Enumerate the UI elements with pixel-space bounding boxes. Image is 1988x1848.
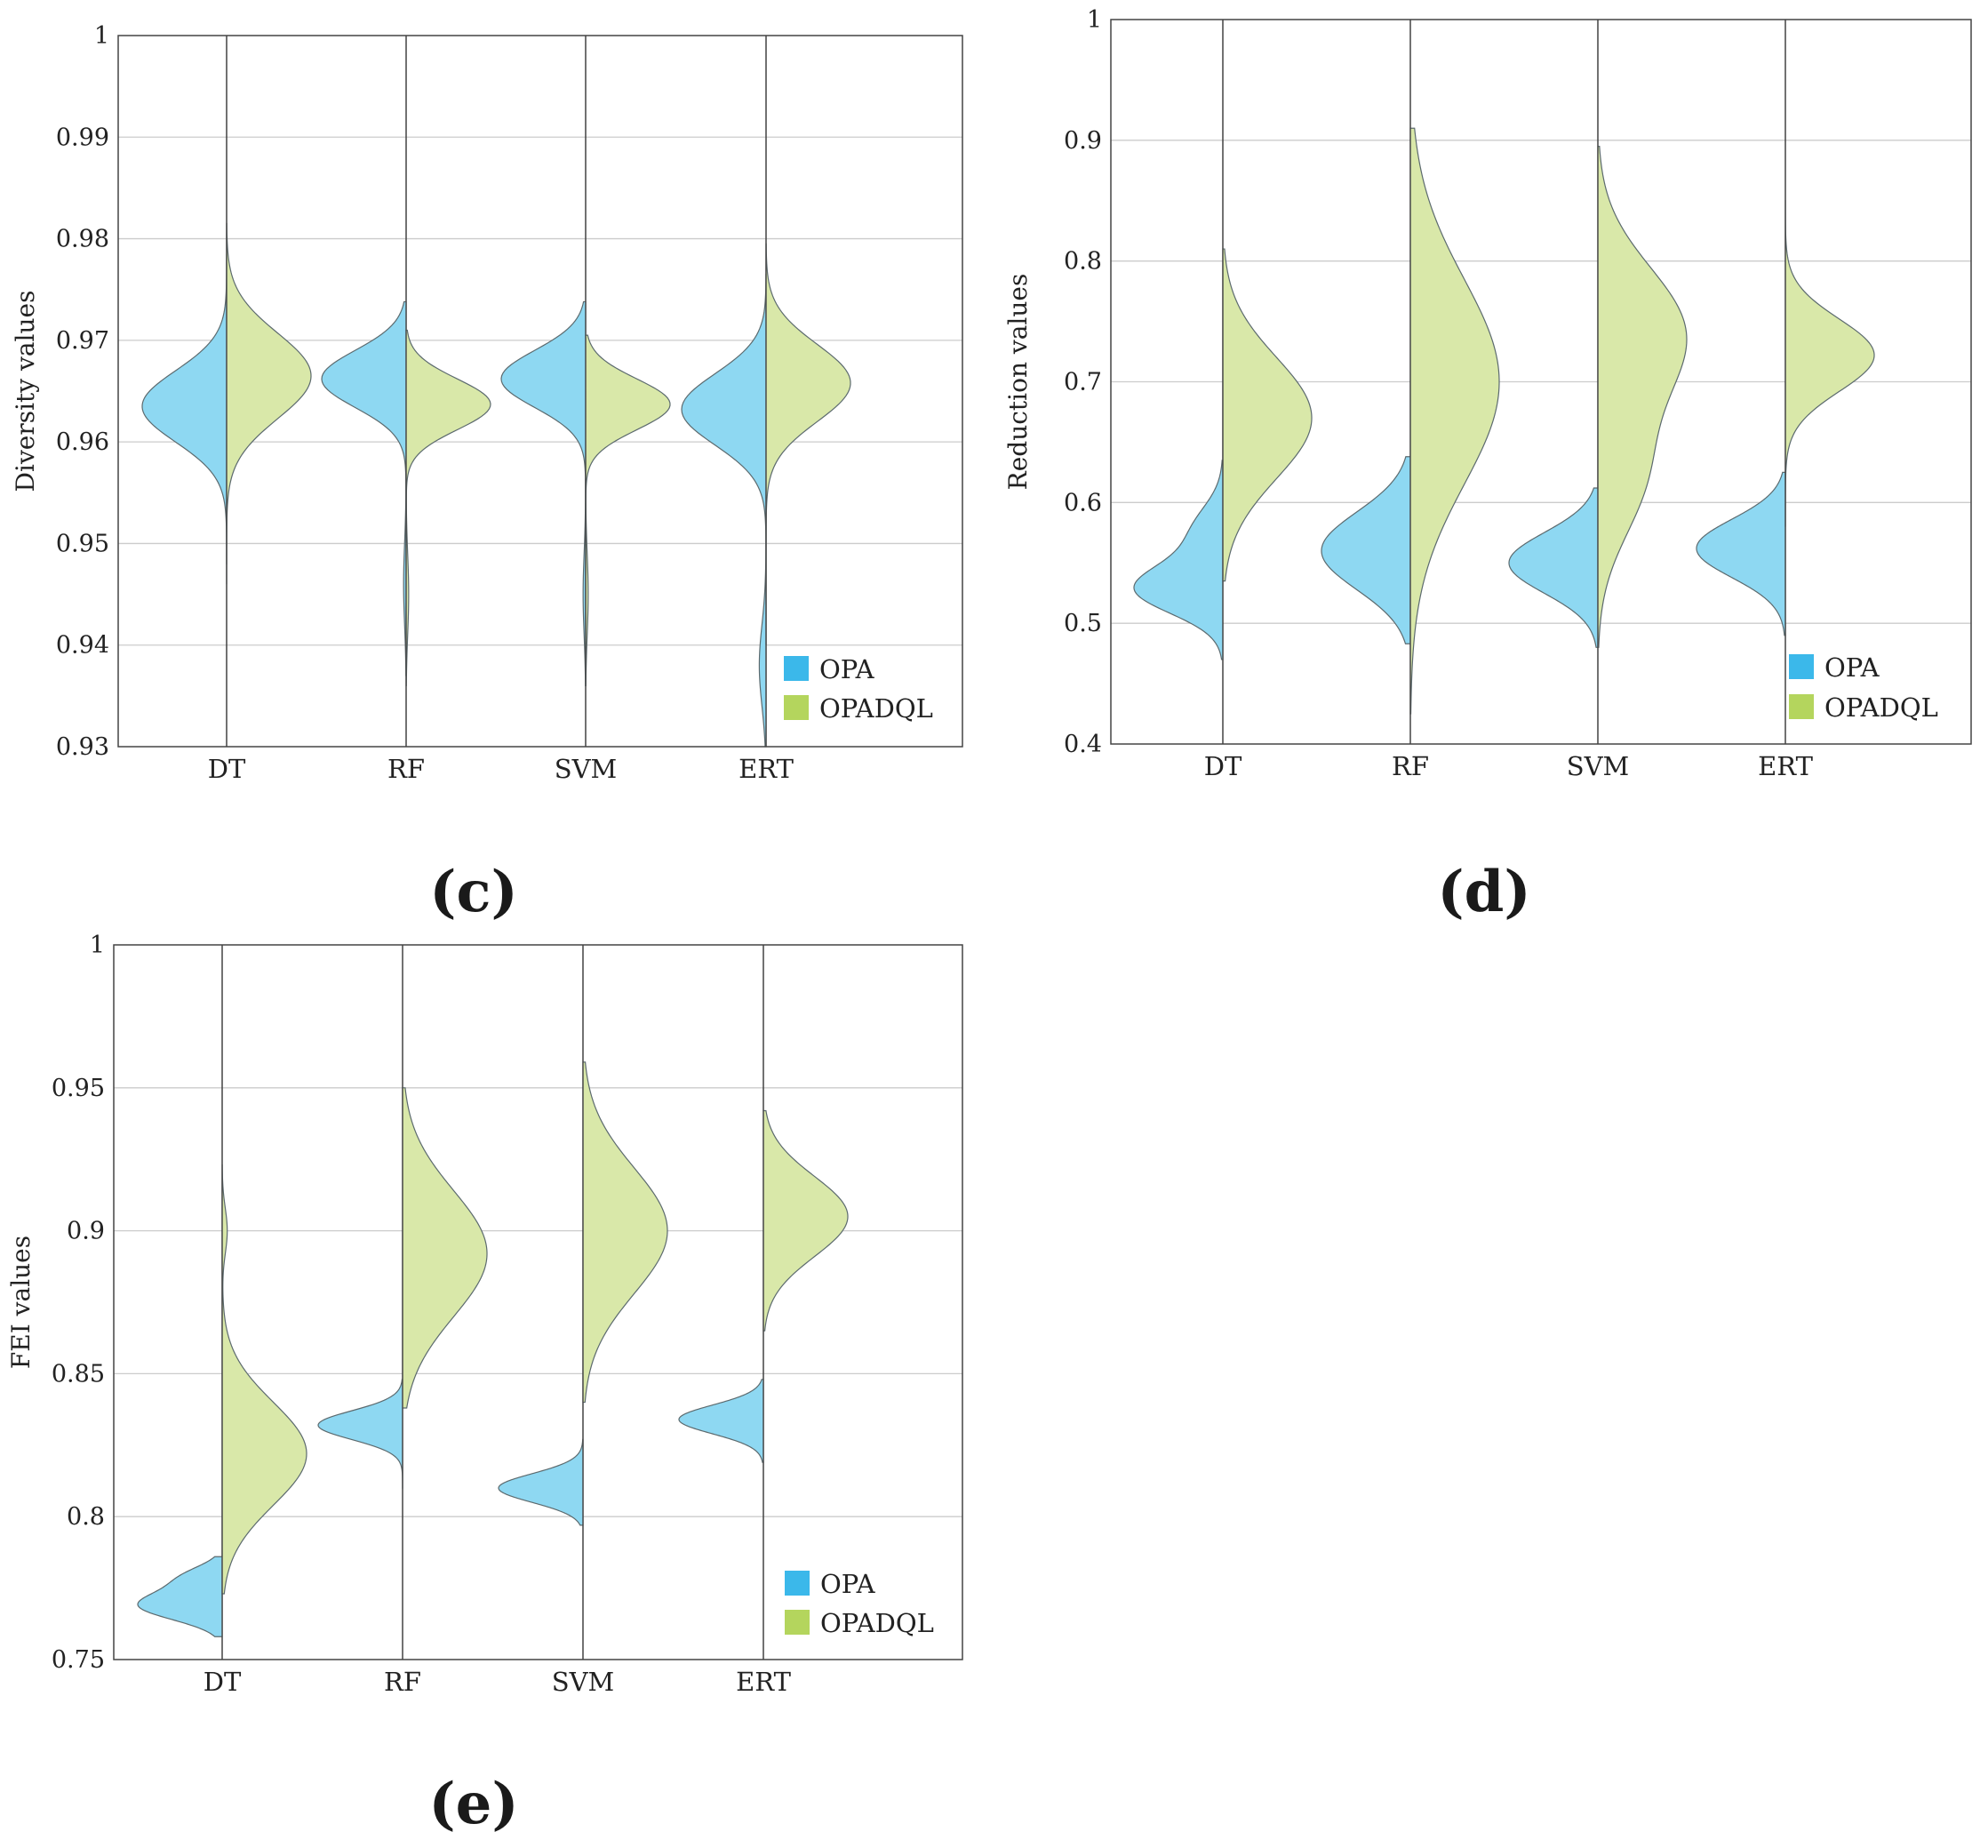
violin-opadql-ert [1784,200,1875,527]
chart-fei: 0.75 0.8 0.85 0.9 0.95 1 DT RF SVM ERT FEI values O… [6,932,963,1697]
violin-opa-ert [1696,471,1786,636]
y-tick-label: 0.9 [67,1218,105,1245]
x-tick-label-rf: RF [1392,751,1429,781]
violin-opa-rf [321,300,407,676]
plot-frame [113,944,963,1660]
y-tick-label: 0.99 [56,124,109,151]
violin-opadql-ert [762,1109,849,1332]
legend-swatch-opadql [1789,694,1814,719]
y-axis-label: Reduction values [1003,274,1033,491]
violin-opadql-dt [1222,248,1313,582]
y-tick-label: 0.6 [1064,489,1102,516]
plot-frame [117,35,963,748]
violin-opa-svm [500,300,587,687]
violin-opa-dt [1133,460,1224,660]
x-tick-label-ert: ERT [739,754,794,784]
y-tick-label: 0.96 [56,428,109,456]
violin-opadql-dt [226,222,312,564]
x-tick-label-svm: SVM [1567,751,1630,781]
panel-label-c: (c) [429,859,518,925]
legend-label-opa: OPA [820,1569,876,1599]
violin-opadql-rf [1409,127,1500,715]
y-tick-label: 0.7 [1064,369,1102,396]
x-tick-label-dt: DT [204,1667,242,1697]
violin-opadql-rf [405,329,491,687]
chart-reduction: 0.4 0.5 0.6 0.7 0.8 0.9 1 DT RF SVM ERT Reduction v… [1003,6,1972,781]
legend-label-opadql: OPADQL [820,1608,934,1638]
y-tick-label: 0.5 [1064,610,1102,637]
y-tick-label: 0.95 [56,530,109,557]
violin-opadql-rf [402,1087,488,1409]
y-tick-label: 0.8 [1064,248,1102,276]
y-tick-label: 0.94 [56,632,109,660]
x-tick-label-ert: ERT [736,1667,791,1697]
y-tick-label: 0.9 [1064,127,1102,155]
x-tick-label-rf: RF [387,754,425,784]
violin-opadql-svm [1597,146,1688,648]
chart-diversity: 0.93 0.94 0.95 0.96 0.97 0.98 0.99 1 DT RF SVM ERT D… [11,22,963,784]
violin-opadql-svm [585,334,671,687]
legend-swatch-opa [1789,654,1814,679]
x-tick-label-dt: DT [208,754,246,784]
y-tick-label: 0.8 [67,1503,105,1531]
legend-label-opa: OPA [1824,652,1880,683]
violin-opadql-dt [221,1164,307,1595]
panel-label-e: (e) [428,1771,518,1837]
violin-opadql-svm [582,1061,668,1404]
violin-opadql-ert [765,243,851,645]
x-tick-label-svm: SVM [552,1667,615,1697]
y-tick-label: 1 [1087,6,1102,34]
violin-opa-dt [141,253,228,585]
violin-opa-ert [678,1379,764,1463]
x-tick-label-svm: SVM [555,754,618,784]
legend-swatch-opadql [785,1610,810,1635]
violin-opa-svm [498,1438,584,1526]
y-tick-label: 1 [90,932,105,959]
violin-opa-rf [317,1379,403,1489]
legend-label-opadql: OPADQL [1824,692,1938,723]
y-tick-label: 0.97 [56,327,109,355]
violin-opa-ert [681,273,767,748]
violin-opa-rf [1321,456,1411,644]
plot-frame [1110,19,1972,745]
y-tick-label: 0.4 [1064,731,1102,758]
y-tick-label: 0.98 [56,226,109,253]
y-tick-label: 0.95 [52,1075,105,1102]
legend-label-opa: OPA [819,654,875,684]
violin-opa-svm [1508,487,1599,648]
x-tick-label-ert: ERT [1758,751,1813,781]
legend-swatch-opa [785,1571,810,1596]
violin-opa-dt [137,1556,223,1637]
x-tick-label-dt: DT [1204,751,1242,781]
legend-label-opadql: OPADQL [819,693,933,724]
y-tick-label: 1 [94,22,109,50]
panel-label-d: (d) [1437,859,1530,925]
legend-swatch-opadql [784,695,809,720]
y-tick-label: 0.75 [52,1646,105,1674]
x-tick-label-rf: RF [384,1667,421,1697]
y-axis-label: FEI values [6,1236,36,1369]
y-axis-label: Diversity values [11,291,40,492]
legend-swatch-opa [784,656,809,681]
y-tick-label: 0.85 [52,1360,105,1388]
y-tick-label: 0.93 [56,733,109,761]
